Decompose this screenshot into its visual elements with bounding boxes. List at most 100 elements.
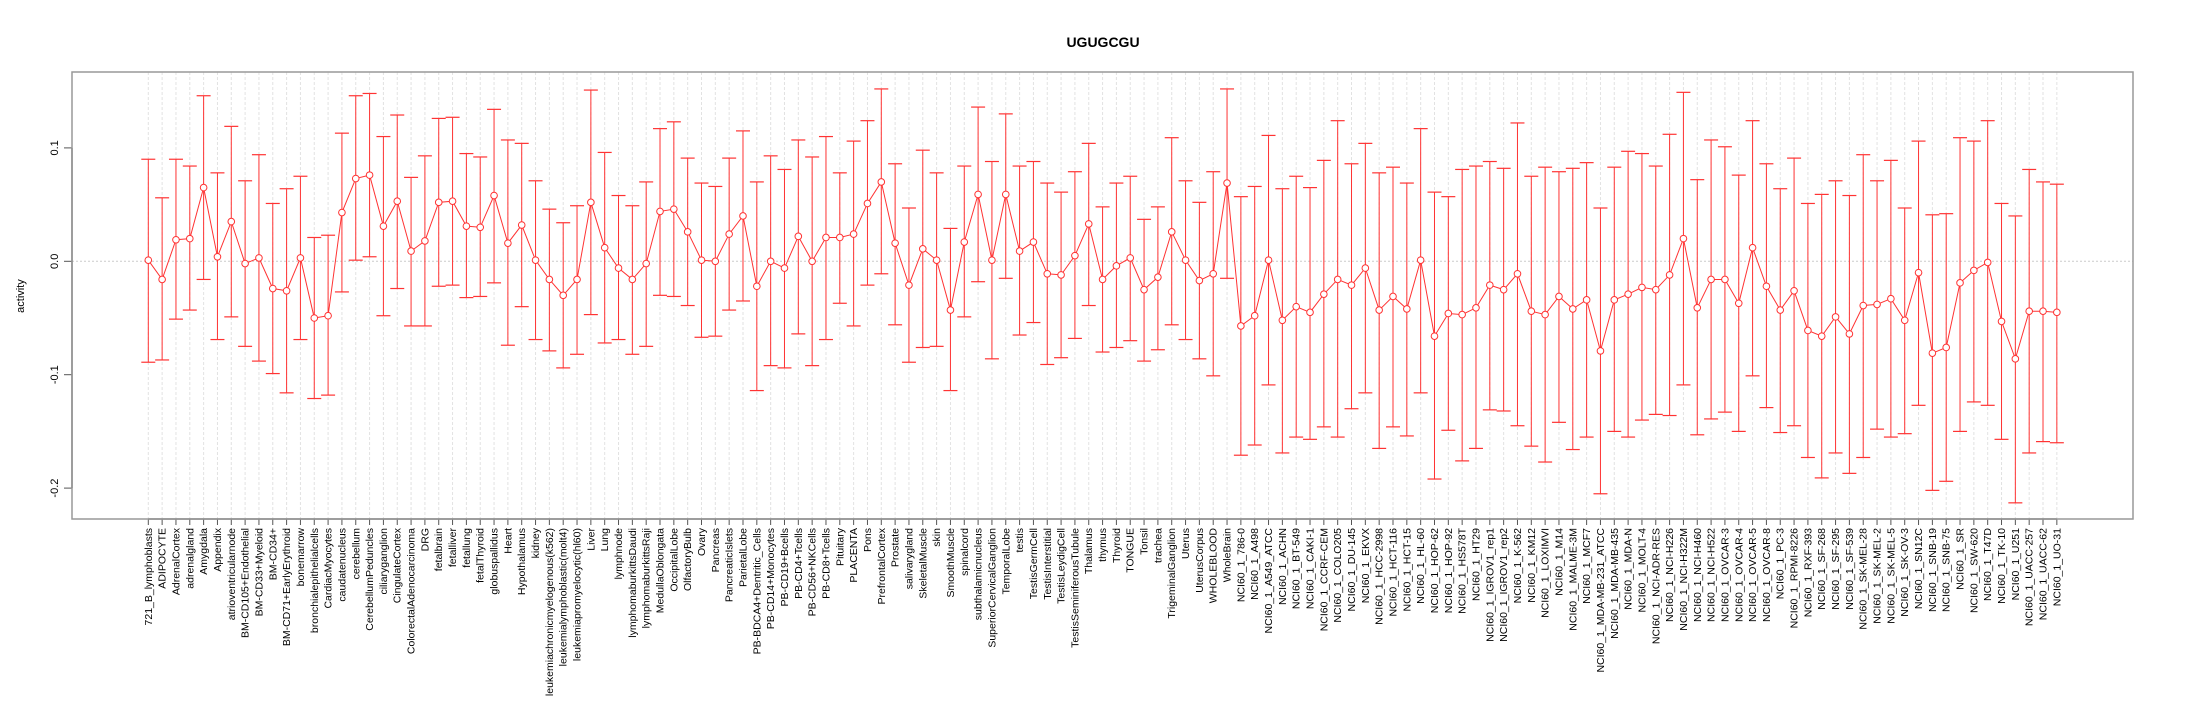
data-point bbox=[268, 284, 277, 293]
grid bbox=[72, 72, 2133, 519]
x-tick-label: Pancreas bbox=[710, 528, 722, 572]
data-point bbox=[960, 238, 969, 246]
x-tick-label: NCI60_1_HL-60 bbox=[1415, 528, 1427, 604]
data-point bbox=[185, 234, 194, 243]
data-point bbox=[932, 256, 941, 264]
data-point bbox=[808, 257, 816, 266]
data-point bbox=[600, 243, 609, 252]
data-point bbox=[670, 205, 678, 213]
data-point bbox=[1582, 296, 1591, 304]
x-tick-label: Thalamus bbox=[1083, 528, 1095, 574]
data-point bbox=[338, 208, 346, 217]
x-tick-label: NCI60_1_HT29 bbox=[1470, 528, 1482, 601]
x-tick-label: NCI60_1_SF-268 bbox=[1816, 528, 1828, 610]
data-point bbox=[255, 254, 263, 262]
x-tick-label: NCI60_1_MOLT-4 bbox=[1636, 528, 1648, 613]
x-tick-label: NCI60_1_UACC-257 bbox=[2024, 528, 2036, 626]
data-point bbox=[1154, 273, 1162, 281]
data-point bbox=[1043, 269, 1052, 278]
x-tick-label: PB-CD19+Bcells bbox=[779, 528, 791, 607]
data-point bbox=[1015, 247, 1024, 255]
x-tick-label: fetalliver bbox=[447, 528, 459, 568]
x-tick-label: leukemialymphoblastic(molt4) bbox=[558, 528, 570, 666]
data-point bbox=[1389, 292, 1397, 301]
data-point bbox=[504, 239, 512, 247]
x-tick-label: cerebellum bbox=[350, 528, 362, 580]
data-point bbox=[891, 239, 899, 247]
x-tick-label: OlfactoryBulb bbox=[682, 528, 694, 591]
x-tick-label: NCI60_1_HCT-116 bbox=[1388, 528, 1400, 617]
data-point bbox=[1126, 254, 1135, 262]
data-point bbox=[517, 221, 526, 229]
data-point bbox=[628, 275, 637, 284]
x-tick-label: leukemiapromyelocytic(hl60) bbox=[572, 528, 584, 661]
data-point bbox=[365, 171, 374, 179]
x-tick-label: BM-CD71+EarlyErythroid bbox=[281, 528, 293, 646]
data-point bbox=[1956, 279, 1964, 287]
x-tick-label: Lung bbox=[599, 528, 611, 552]
data-point bbox=[1804, 326, 1812, 335]
data-point bbox=[1970, 266, 1978, 275]
data-point bbox=[766, 257, 775, 266]
data-point bbox=[1734, 299, 1743, 308]
data-point bbox=[573, 275, 581, 284]
x-axis: 721_B_lymphoblasts ADIPOCYTE AdrenalCortex… bbox=[143, 518, 2063, 696]
data-point bbox=[877, 178, 886, 186]
x-tick-label: Uterus bbox=[1180, 528, 1192, 559]
data-point bbox=[1831, 313, 1840, 321]
x-tick-label: NCI60_1_NCI-H460 bbox=[1692, 528, 1704, 622]
x-tick-label: Heart bbox=[502, 528, 514, 554]
data-point bbox=[1347, 281, 1356, 289]
data-point bbox=[1209, 269, 1218, 278]
data-point bbox=[642, 259, 650, 268]
data-point bbox=[199, 183, 208, 192]
x-tick-label: bronchialepithelialcells bbox=[309, 528, 321, 633]
x-tick-label: ColorectalAdenocarcinoma bbox=[406, 528, 418, 654]
x-tick-label: leukemiachronicmyelogenous(k562) bbox=[544, 528, 556, 696]
x-tick-label: NCI60_1_OVCAR-5 bbox=[1747, 528, 1759, 622]
x-tick-label: BM-CD33+Myeloid bbox=[253, 528, 265, 617]
data-point bbox=[974, 190, 982, 199]
x-tick-label: NCI60_1_MCF7 bbox=[1581, 528, 1593, 604]
data-point bbox=[1250, 311, 1259, 320]
data-point bbox=[434, 198, 443, 207]
data-point bbox=[379, 222, 388, 230]
data-point bbox=[1361, 264, 1370, 272]
x-tick-label: NCI60_1_SF-295 bbox=[1830, 528, 1842, 610]
data-point bbox=[905, 281, 913, 289]
x-tick-label: TrigeminalGanglion bbox=[1166, 528, 1178, 619]
data-point bbox=[282, 286, 291, 295]
x-tick-label: NCI60_1_OVCAR-3 bbox=[1719, 528, 1731, 622]
y-tick-label: -0.2 bbox=[49, 479, 61, 498]
x-tick-label: Ovary bbox=[696, 527, 708, 556]
x-tick-label: salivarygland bbox=[903, 528, 915, 589]
data-point bbox=[1084, 220, 1093, 228]
data-point bbox=[614, 264, 623, 272]
x-tick-label: fetalThyroid bbox=[475, 528, 487, 583]
data-point bbox=[1541, 310, 1549, 319]
x-tick-label: NCI60_1_K-562 bbox=[1512, 528, 1524, 603]
data-point bbox=[241, 259, 249, 268]
x-tick-label: NCI60_1_NCI-H522 bbox=[1706, 528, 1718, 622]
data-point bbox=[1320, 290, 1328, 298]
x-tick-label: PB-CD4+Tcells bbox=[793, 528, 805, 599]
data-point bbox=[587, 198, 595, 207]
x-tick-label: NCI60_1_SF-539 bbox=[1844, 528, 1856, 610]
data-point bbox=[1776, 306, 1785, 314]
y-axis-label: activity bbox=[15, 279, 27, 313]
x-tick-label: NCI60_1_U251 bbox=[2010, 528, 2022, 601]
x-tick-label: PB-BDCA4+Dentritic_Cells bbox=[751, 528, 763, 654]
data-point bbox=[1195, 276, 1204, 285]
x-tick-label: SmoothMuscle bbox=[945, 528, 957, 598]
y-tick-label: 0.0 bbox=[49, 254, 61, 269]
data-point bbox=[1278, 316, 1287, 325]
x-tick-label: NCI60_1_HS578T bbox=[1457, 527, 1469, 613]
x-tick-label: TemporalLobe bbox=[1000, 528, 1012, 595]
x-tick-label: NCI60_1_SK-OV-3 bbox=[1899, 528, 1911, 617]
x-tick-label: NCI60_1_DU-145 bbox=[1346, 528, 1358, 612]
x-tick-label: bonemarrow bbox=[295, 528, 307, 587]
x-tick-label: NCI60_1_OVCAR-8 bbox=[1761, 528, 1773, 622]
data-point bbox=[1140, 285, 1148, 294]
x-tick-label: Amygdala bbox=[198, 528, 210, 575]
